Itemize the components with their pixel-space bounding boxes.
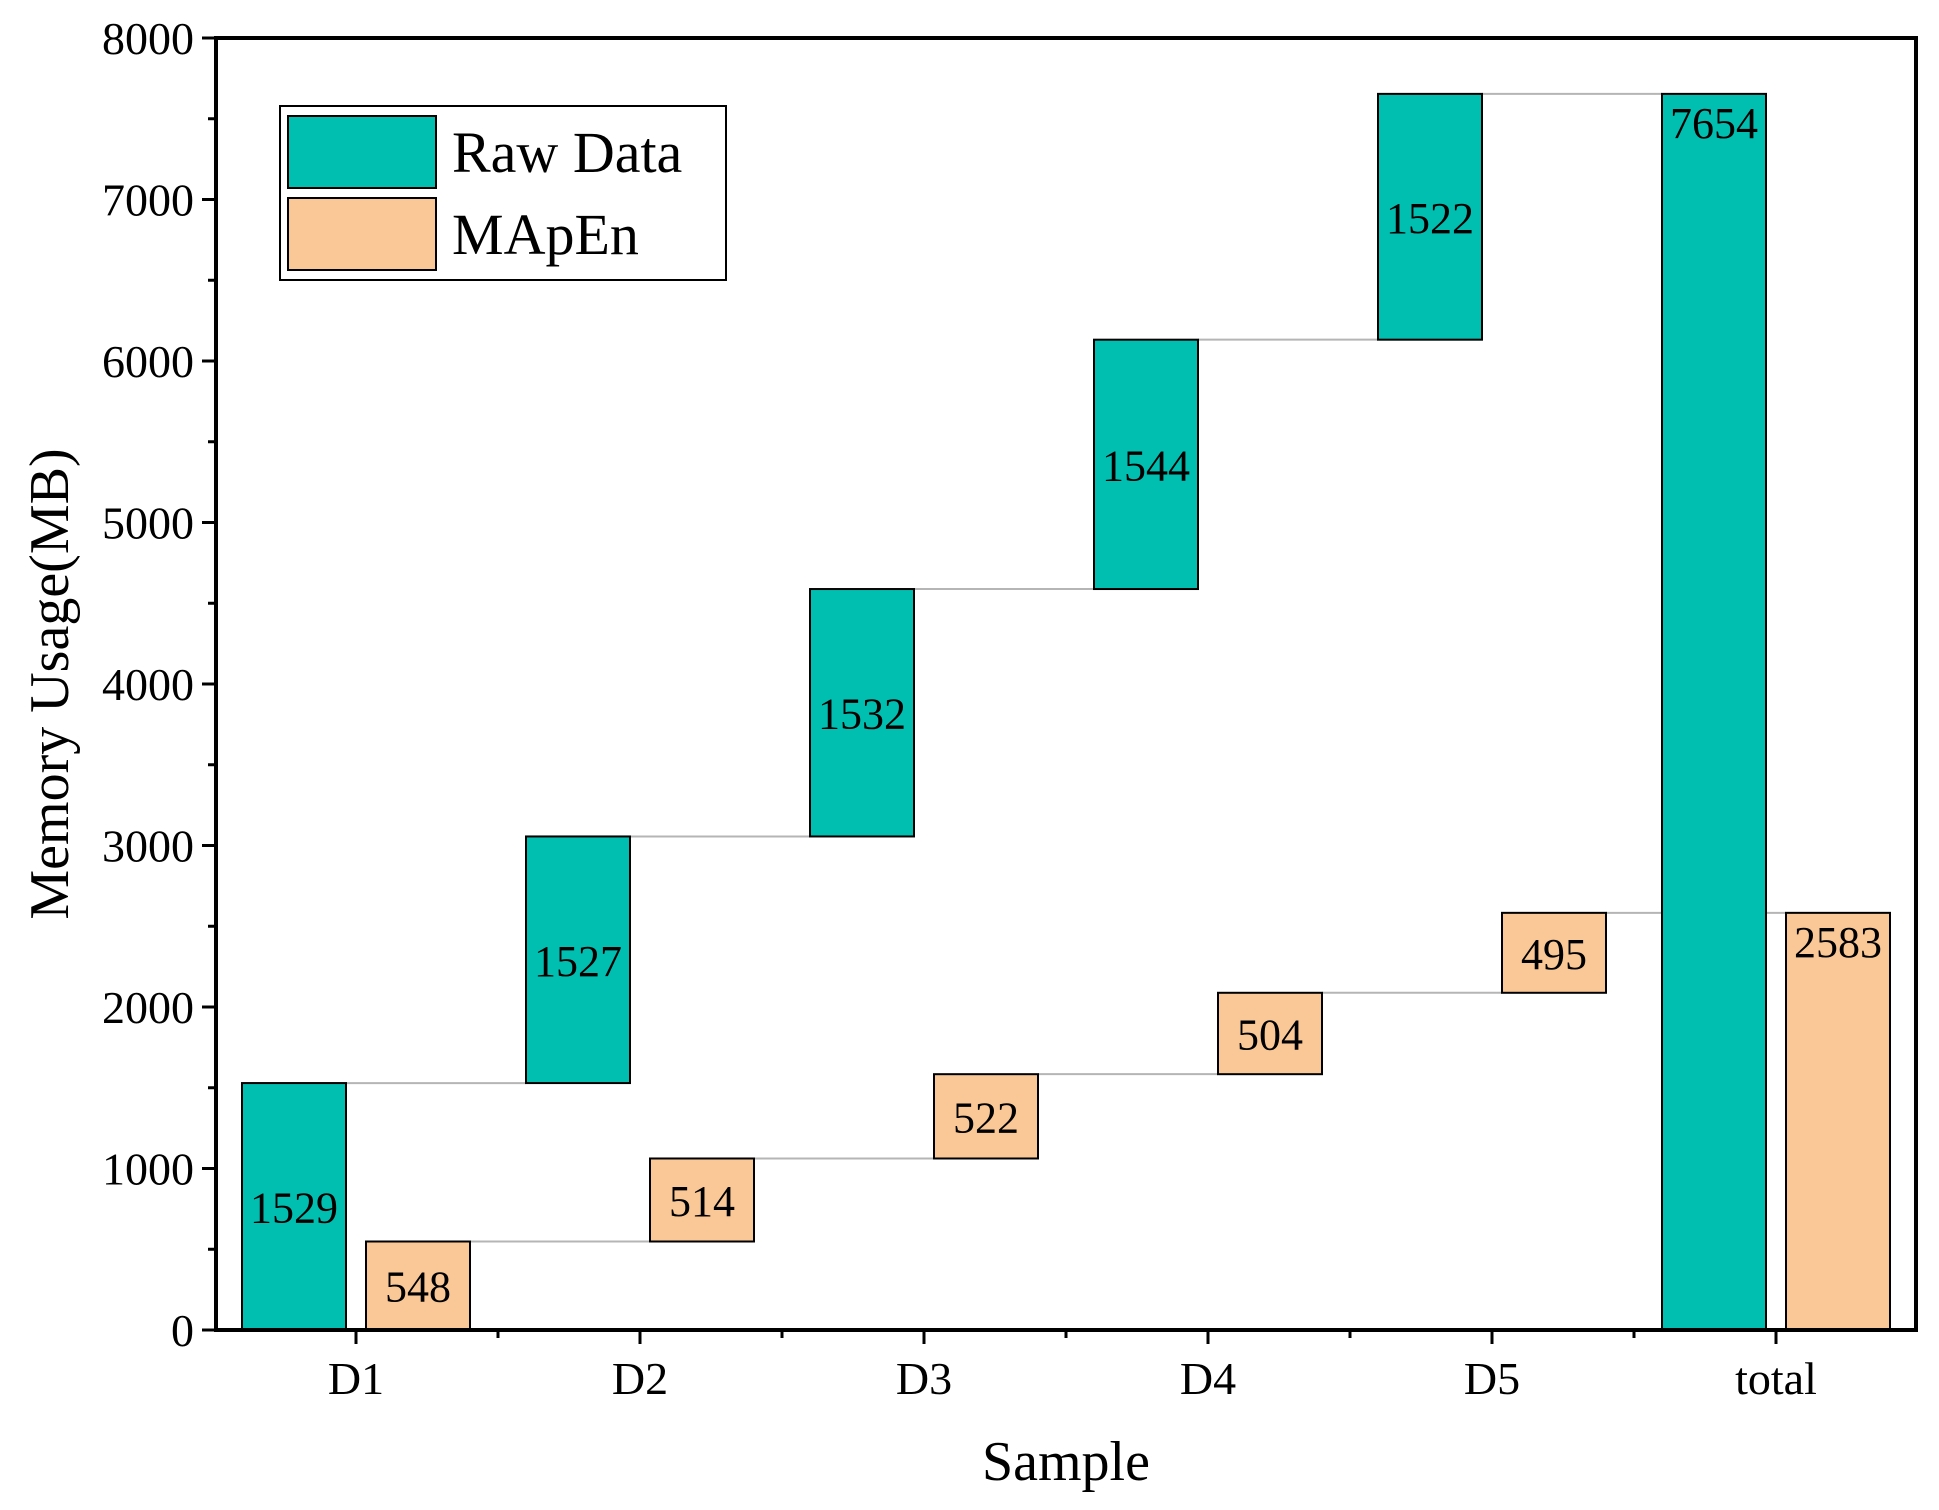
data-label-raw-data-d2: 1527	[534, 937, 622, 986]
x-tick-label-d3: D3	[896, 1353, 952, 1404]
data-label-raw-data-d4: 1544	[1102, 441, 1190, 490]
y-tick-label: 6000	[102, 336, 194, 387]
data-label-mapen-d2: 514	[669, 1177, 735, 1226]
bar-mapen-d1	[365, 1240, 471, 1332]
data-label-mapen-d3: 522	[953, 1093, 1019, 1142]
data-label-raw-data-d1: 1529	[250, 1184, 338, 1233]
y-tick-label: 2000	[102, 982, 194, 1033]
data-label-mapen-d5: 495	[1521, 930, 1587, 979]
x-axis-title: Sample	[982, 1431, 1150, 1493]
data-labels: 1529 1527 1532 1544 1522 7654 548 514 522 504 495 2…	[250, 99, 1882, 1312]
bar-raw-data-d3	[809, 588, 915, 838]
legend-swatch-mapen	[287, 197, 437, 271]
data-label-mapen-d1: 548	[385, 1263, 451, 1312]
y-tick-label: 1000	[102, 1144, 194, 1195]
y-tick-label: 3000	[102, 821, 194, 872]
bar-mapen-d5	[1501, 911, 1607, 994]
legend-label-mapen: MApEn	[452, 202, 639, 267]
bars	[241, 92, 1891, 1332]
legend-label-raw-data: Raw Data	[452, 120, 682, 185]
bar-mapen-d3	[933, 1073, 1039, 1160]
bar-raw-data-d4	[1093, 338, 1199, 591]
x-tick-label-d4: D4	[1180, 1353, 1236, 1404]
x-tick-label-total: total	[1735, 1353, 1817, 1404]
axes: 0 1000 2000 3000 4000 5000 6000 7000 8000 D1 D2 D3 D…	[102, 13, 1817, 1404]
bar-raw-data-d1	[241, 1082, 347, 1332]
data-label-raw-data-d3: 1532	[818, 690, 906, 739]
y-tick-label: 5000	[102, 498, 194, 549]
data-label-mapen-d4: 504	[1237, 1010, 1303, 1059]
data-label-mapen-total: 2583	[1794, 918, 1882, 967]
bar-raw-data-d5	[1377, 92, 1483, 341]
bar-raw-data-d2	[525, 835, 631, 1085]
x-tick-label-d2: D2	[612, 1353, 668, 1404]
data-label-raw-data-total: 7654	[1670, 99, 1758, 148]
y-tick-label: 4000	[102, 659, 194, 710]
bar-mapen-d4	[1217, 991, 1323, 1076]
data-label-raw-data-d5: 1522	[1386, 194, 1474, 243]
bar-mapen-d2	[649, 1157, 755, 1243]
y-tick-label: 8000	[102, 13, 194, 64]
y-tick-label: 0	[171, 1305, 194, 1356]
bar-mapen-total	[1785, 911, 1891, 1332]
legend-swatch-raw-data	[287, 115, 437, 189]
x-tick-label-d1: D1	[328, 1353, 384, 1404]
bar-raw-data-total	[1661, 92, 1767, 1331]
x-tick-label-d5: D5	[1464, 1353, 1520, 1404]
legend: Raw Data MApEn	[279, 105, 727, 281]
y-tick-label: 7000	[102, 175, 194, 226]
y-axis-title: Memory Usage(MB)	[19, 448, 81, 919]
